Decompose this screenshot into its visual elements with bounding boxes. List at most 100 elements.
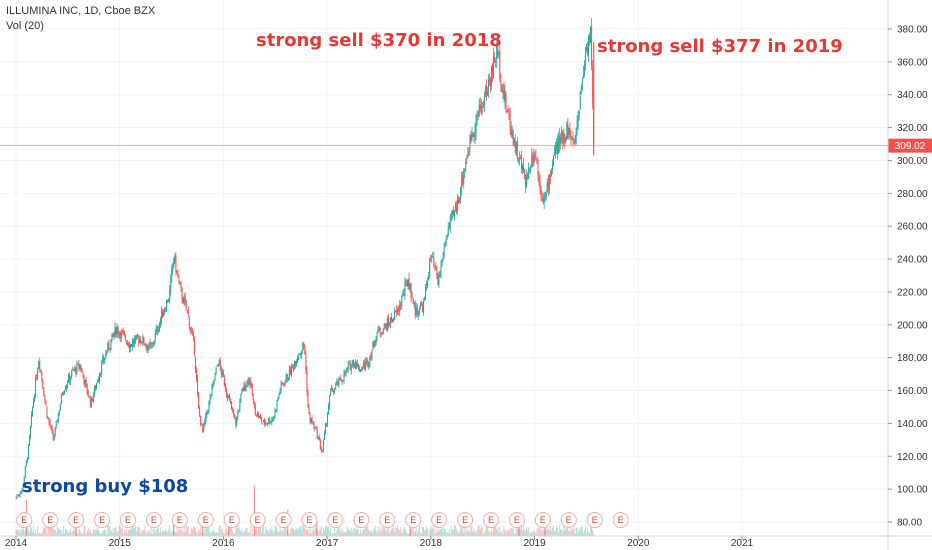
volume-bar [373,528,375,536]
candle-body [415,307,417,315]
candle-body [239,399,241,412]
y-tick-label: 120.00 [897,452,928,463]
volume-bar [232,530,234,536]
candle-body [89,397,91,407]
candle-body [487,80,489,91]
volume-bar [565,528,567,536]
candle-body [72,369,74,371]
candle-body [347,365,349,370]
volume-bar [74,530,76,536]
candle-body [326,424,328,426]
candle-body [272,419,274,421]
candle-body [24,466,26,477]
volume-bar [180,529,182,536]
volume-bar [520,526,522,536]
volume-bar [443,527,445,536]
volume-bar [412,525,414,536]
candle-body [202,424,204,431]
candle-body [368,364,370,367]
candle-body [57,413,59,423]
volume-bar [494,525,496,536]
candle-body [375,338,377,346]
volume-bar [191,528,193,536]
candle-body [234,414,236,417]
candle-body [51,427,53,432]
candle-body [524,169,526,179]
volume-bar [86,530,88,536]
y-tick-label: 220.00 [897,287,928,298]
candle-body [555,148,557,154]
volume-bar [376,532,378,536]
volume-bar [576,527,578,536]
candle-body [131,344,133,347]
volume-bar [310,533,312,536]
candle-body [525,177,527,186]
volume-bar [415,529,417,536]
volume-bar [382,526,384,536]
volume-bar [570,525,572,536]
volume-bar [353,527,355,536]
volume-bar [384,526,386,536]
candle-body [401,297,403,307]
volume-bar [422,526,424,536]
volume-bar [455,529,457,536]
volume-bar [575,527,577,536]
volume-bar [339,527,341,536]
candle-body [411,296,413,299]
candle-body [549,174,551,178]
x-tick-label: 2021 [731,538,754,549]
volume-bar [388,532,390,536]
candle-body [441,258,443,266]
candle-body [123,330,125,335]
volume-bar [81,533,83,536]
volume-bar [56,525,58,536]
candle-body [400,303,402,305]
volume-bar [148,530,150,536]
candle-body [466,159,468,161]
candle-body [43,388,45,397]
candle-body [219,360,221,368]
volume-bar [328,526,330,536]
candle-body [369,357,371,367]
volume-bar [557,527,559,536]
earnings-circle [586,512,603,528]
volume-bar [215,532,217,536]
volume-bar [386,529,388,536]
volume-bar [307,529,309,536]
candle-body [402,292,404,297]
candle-body [435,267,437,270]
volume-bar [582,532,584,536]
candle-body [292,367,294,369]
symbol-title: ILLUMINA INC, 1D, Cboe BZX [6,5,156,17]
candle-body [418,310,420,313]
volume-bar [116,531,118,536]
volume-bar [91,533,93,536]
earnings-circle [145,512,162,528]
volume-bar [527,530,529,536]
candle-body [578,111,580,114]
candle-body [183,297,185,304]
candle-body [332,388,334,392]
volume-bar [172,531,174,536]
volume-bar [507,529,509,536]
volume-bar [497,526,499,536]
candle-body [96,382,98,384]
volume-bar [528,527,530,536]
candle-body [200,415,202,425]
volume-bar [418,526,420,536]
volume-bar [241,528,243,536]
volume-bar [221,527,223,536]
candle-body [478,104,480,117]
volume-bar [322,527,324,536]
candle-body [551,164,553,171]
candle-body [512,131,514,145]
volume-bar [420,533,422,536]
volume-bar [535,533,537,536]
volume-bar [372,532,374,536]
volume-bar [580,525,582,536]
volume-bar [369,531,371,536]
volume-bar [139,527,141,536]
volume-bar [308,532,310,536]
candle-body [534,153,536,155]
